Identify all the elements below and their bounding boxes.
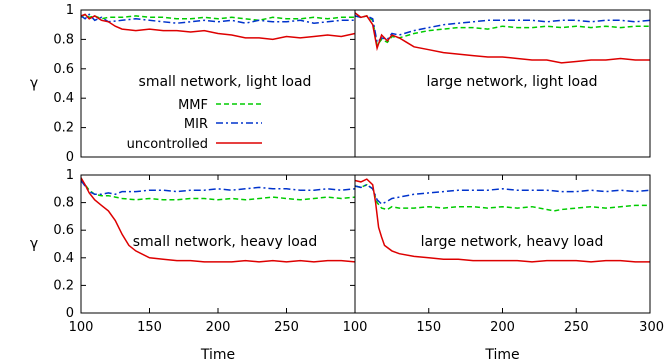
series-line-MMF xyxy=(354,15,650,48)
y-tick-label: 1 xyxy=(66,168,74,183)
x-tick-label: 150 xyxy=(416,320,441,335)
series-line-uncontrolled xyxy=(80,13,356,41)
series-line-MIR xyxy=(354,15,651,44)
legend-entry-label: MIR xyxy=(184,117,208,132)
y-tick-label: 0.2 xyxy=(53,278,74,293)
panel-title: small network, light load xyxy=(139,74,312,90)
y-tick-label: 0.6 xyxy=(53,223,74,238)
series-line-MIR xyxy=(80,180,356,196)
x-axis-label: Time xyxy=(484,347,519,363)
y-axis-label: γ xyxy=(30,76,38,92)
series-line-MIR xyxy=(80,13,355,24)
x-tick-label: 100 xyxy=(69,320,94,335)
x-tick-label: 200 xyxy=(206,320,231,335)
y-tick-label: 1 xyxy=(66,3,74,18)
y-tick-label: 0 xyxy=(66,150,74,165)
y-tick-label: 0.4 xyxy=(53,91,74,106)
series-line-MMF xyxy=(80,178,356,201)
y-tick-label: 0.8 xyxy=(53,32,74,47)
series-line-MMF xyxy=(80,13,355,22)
x-tick-label: 300 xyxy=(639,320,664,335)
x-axis-label: Time xyxy=(200,347,235,363)
y-tick-label: 0 xyxy=(66,306,74,321)
series-line-uncontrolled xyxy=(354,12,650,64)
y-axis-label: γ xyxy=(30,236,38,252)
legend-entry-label: uncontrolled xyxy=(127,137,208,152)
x-tick-label: 250 xyxy=(274,320,299,335)
series-line-uncontrolled xyxy=(354,178,650,263)
legend-entry-label: MMF xyxy=(178,98,208,113)
y-tick-label: 0.8 xyxy=(53,196,74,211)
x-tick-label: 100 xyxy=(343,320,368,335)
x-tick-label: 250 xyxy=(564,320,589,335)
x-tick-label: 200 xyxy=(490,320,515,335)
panel-title: large network, light load xyxy=(426,74,597,90)
x-tick-label: 150 xyxy=(137,320,162,335)
y-tick-label: 0.2 xyxy=(53,121,74,136)
plot-frame xyxy=(354,9,651,158)
series-line-uncontrolled xyxy=(80,177,356,263)
series-line-MIR xyxy=(354,183,651,205)
panel-title: small network, heavy load xyxy=(133,234,318,250)
series-line-MMF xyxy=(354,183,650,212)
panel-title: large network, heavy load xyxy=(421,234,604,250)
y-tick-label: 0.6 xyxy=(53,62,74,77)
y-tick-label: 0.4 xyxy=(53,251,74,266)
